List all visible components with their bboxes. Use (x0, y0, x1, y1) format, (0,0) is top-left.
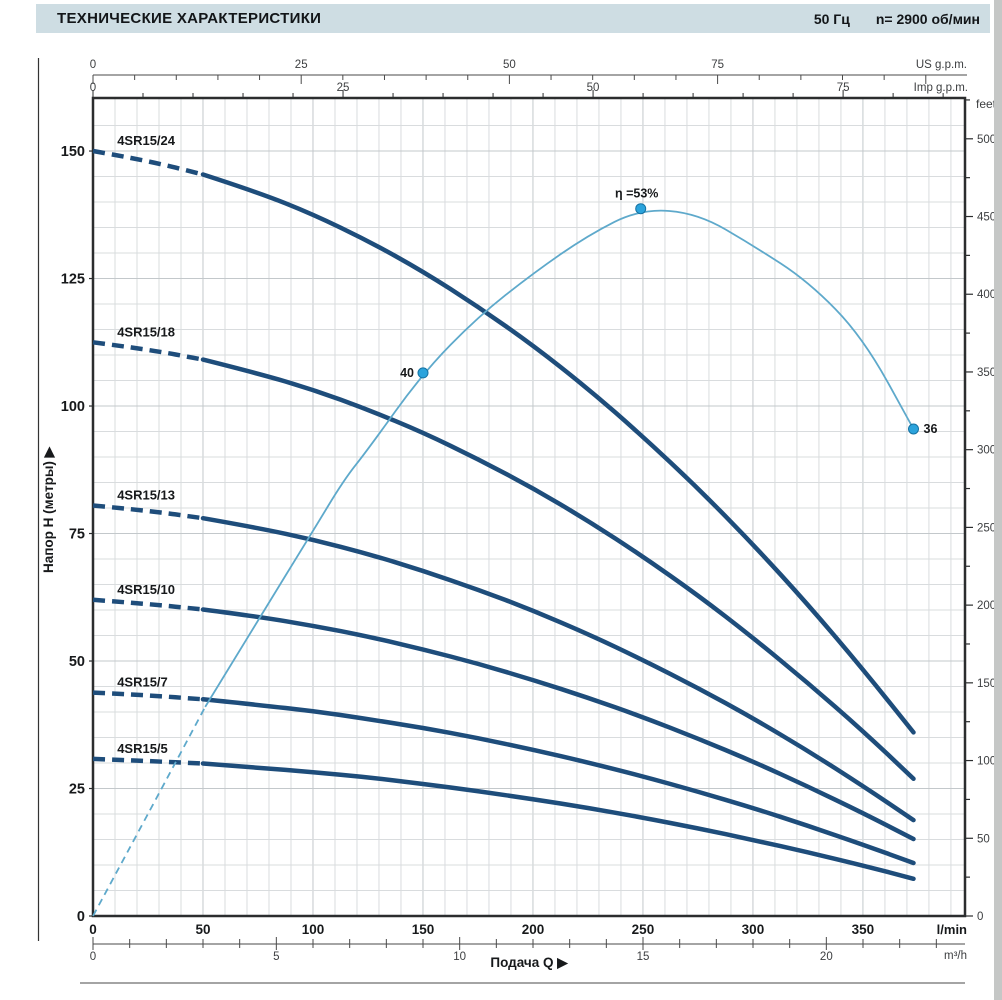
m3h-tick-label: 0 (90, 951, 96, 963)
efficiency-point-η53% (635, 203, 647, 215)
pump-curve-dashed-4SR15-10 (92, 597, 204, 612)
us-gpm-tick-label: 0 (90, 59, 96, 71)
x-axis-top-us-gpm: 0 25 50 75 US g.p.m. (90, 59, 967, 84)
pump-curve-4SR15-13 (200, 515, 916, 823)
pump-curves: 4SR15/24 4SR15/18 4SR15/13 4SR15/10 4SR15/7 4… (92, 133, 916, 882)
imp-gpm-tick-label: 25 (337, 82, 350, 94)
grid (93, 98, 965, 916)
efficiency-point-label: 40 (400, 366, 414, 380)
meters-tick-label: 25 (69, 782, 85, 798)
page-title: ТЕХНИЧЕСКИЕ ХАРАКТЕРИСТИКИ (57, 10, 322, 27)
pump-curve-dashed-4SR15-13 (92, 503, 204, 521)
y-axis-left-meters: 0 25 50 75 100 125 150 Напор H (метры) ▶ (41, 144, 93, 925)
pump-curve-label-4SR15-13: 4SR15/13 (117, 487, 175, 502)
pump-curve-label-4SR15-18: 4SR15/18 (117, 324, 175, 339)
feet-tick-label: 200 (977, 600, 996, 612)
feet-tick-label: 400 (977, 289, 996, 301)
header-band: ТЕХНИЧЕСКИЕ ХАРАКТЕРИСТИКИ 50 Гц n= 2900… (36, 4, 990, 33)
m3h-unit-label: m³/h (944, 950, 967, 962)
imp-gpm-unit-label: Imp g.p.m. (914, 82, 968, 94)
lmin-unit-label: l/min (937, 922, 967, 937)
efficiency-point-40 (417, 367, 429, 379)
feet-tick-label: 150 (977, 678, 996, 690)
m3h-tick-label: 5 (273, 951, 279, 963)
meters-tick-label: 75 (69, 527, 85, 543)
y-axis-right-feet: 0 50 100 150 200 250 300 350 400 450 500 feet (965, 97, 997, 923)
feet-unit-label: feet (976, 97, 997, 111)
us-gpm-tick-label: 75 (711, 59, 724, 71)
meters-tick-label: 125 (61, 272, 85, 288)
pump-curve-4SR15-18 (200, 357, 916, 782)
imp-gpm-tick-label: 0 (90, 82, 96, 94)
meters-tick-label: 50 (69, 654, 85, 670)
us-gpm-tick-label: 25 (295, 59, 308, 71)
pump-curve-dashed-4SR15-18 (92, 340, 204, 362)
x-axis-bottom-m3h: 0 5 10 15 20 m³/h (90, 937, 967, 963)
pump-curve-label-4SR15-24: 4SR15/24 (117, 133, 176, 148)
us-gpm-unit-label: US g.p.m. (916, 59, 967, 71)
pump-curve-label-4SR15-7: 4SR15/7 (117, 675, 168, 690)
speed-label: n= 2900 об/мин (875, 10, 980, 27)
feet-tick-label: 350 (977, 367, 996, 379)
pump-curve-4SR15-24 (200, 172, 916, 735)
efficiency-curve-solid (204, 209, 915, 708)
pump-curve-label-4SR15-10: 4SR15/10 (117, 582, 175, 597)
x-axis-top-imp-gpm: 0 25 50 75 Imp g.p.m. (90, 82, 968, 98)
lmin-tick-label: 100 (302, 922, 325, 937)
feet-tick-label: 500 (977, 134, 996, 146)
feet-tick-label: 450 (977, 212, 996, 224)
frequency-label: 50 Гц (813, 10, 850, 27)
efficiency-point-label: 36 (924, 422, 938, 436)
m3h-tick-label: 15 (637, 951, 650, 963)
imp-gpm-tick-label: 75 (837, 82, 850, 94)
pump-curve-label-4SR15-5: 4SR15/5 (117, 741, 168, 756)
feet-tick-label: 250 (977, 522, 996, 534)
meters-tick-label: 150 (61, 144, 85, 160)
lmin-tick-label: 200 (522, 922, 545, 937)
efficiency-point-label: η =53% (615, 187, 658, 201)
meters-tick-label: 100 (61, 399, 85, 415)
imp-gpm-tick-label: 50 (587, 82, 600, 94)
us-gpm-tick-label: 50 (503, 59, 516, 71)
m3h-tick-label: 10 (453, 951, 466, 963)
pump-curve-dashed-4SR15-24 (92, 148, 204, 177)
feet-tick-label: 300 (977, 445, 996, 457)
efficiency-curve: 40 η =53% 36 (92, 187, 938, 917)
x-axis-title: Подача Q ▶ (490, 955, 569, 970)
pump-curve-dashed-4SR15-5 (92, 756, 204, 766)
efficiency-point-36 (908, 423, 919, 435)
m3h-tick-label: 20 (820, 951, 833, 963)
x-axis-bottom-lmin: 0 50 100 150 200 250 300 350 l/min (89, 922, 967, 937)
page-edge-shadow (994, 0, 1002, 1000)
lmin-tick-label: 350 (852, 922, 875, 937)
feet-tick-label: 50 (977, 833, 990, 845)
lmin-tick-label: 50 (195, 922, 210, 937)
pump-curve-4SR15-5 (200, 761, 916, 882)
lmin-tick-label: 0 (89, 922, 97, 937)
meters-tick-label: 0 (77, 909, 85, 925)
y-axis-title: Напор H (метры) ▶ (41, 445, 56, 573)
feet-tick-label: 100 (977, 756, 996, 768)
plot-border (91, 96, 967, 918)
lmin-tick-label: 150 (412, 922, 435, 937)
lmin-tick-label: 250 (632, 922, 655, 937)
lmin-tick-label: 300 (742, 922, 765, 937)
pump-curve-4SR15-10 (200, 607, 916, 842)
header-specs: 50 Гц n= 2900 об/мин (814, 11, 990, 27)
feet-tick-label: 0 (977, 911, 983, 923)
efficiency-curve-dashed (92, 706, 206, 917)
pump-curve-dashed-4SR15-7 (92, 690, 204, 702)
pump-curve-4SR15-7 (200, 697, 916, 866)
